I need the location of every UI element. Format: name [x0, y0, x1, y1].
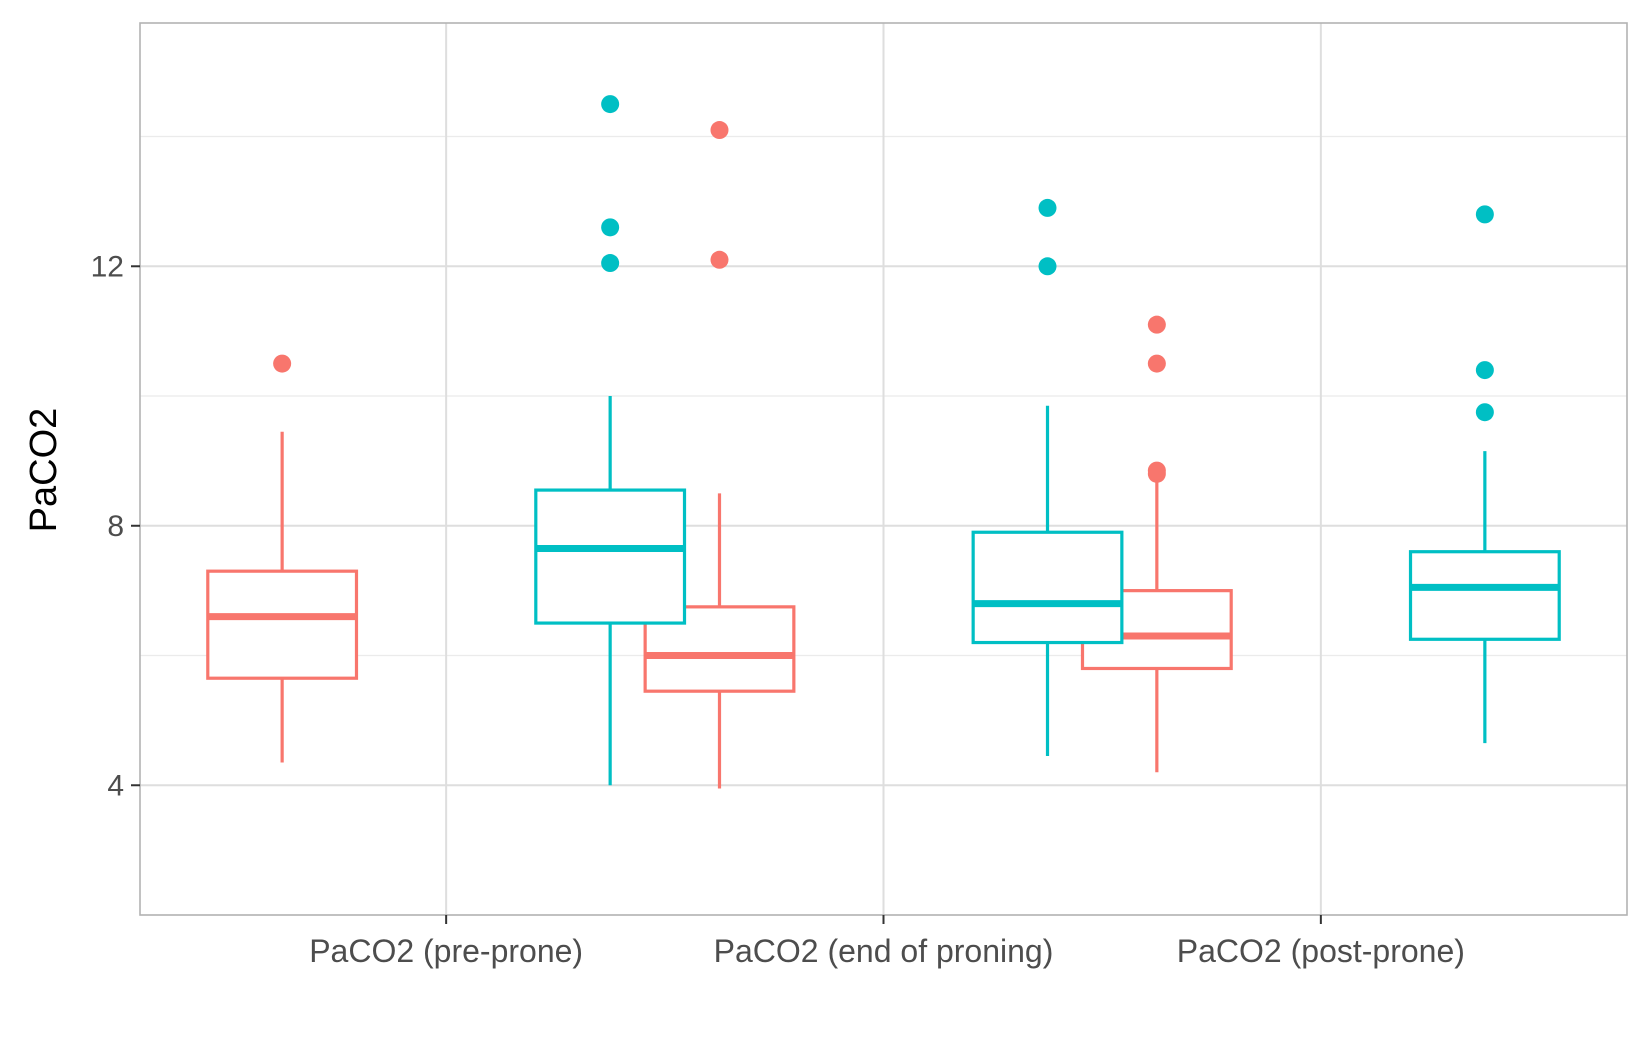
box-group [971, 198, 1124, 757]
box [206, 569, 359, 680]
x-tick-label: PaCO2 (post-prone) [1177, 933, 1465, 969]
x-tick-label: PaCO2 (pre-prone) [309, 933, 583, 969]
x-tick-label: PaCO2 (end of proning) [714, 933, 1054, 969]
outlier-point [601, 254, 620, 273]
outlier-point [1147, 315, 1166, 334]
outlier-point [710, 250, 729, 269]
box-group [206, 354, 359, 763]
box-group [643, 121, 796, 789]
outlier-point [1475, 205, 1494, 224]
outlier-point [1475, 361, 1494, 380]
outlier-point [1147, 461, 1166, 480]
grid [140, 23, 1627, 916]
axes: 4 8 12 PaCO2 (pre-prone) PaCO2 (end of proni… [91, 250, 1465, 969]
box-group [534, 95, 687, 786]
outlier-point [1038, 257, 1057, 276]
box-group [1408, 205, 1561, 744]
box [1408, 550, 1561, 641]
outlier-point [601, 218, 620, 237]
outlier-point [1475, 403, 1494, 422]
outlier-point [273, 354, 292, 373]
outlier-point [1147, 354, 1166, 373]
outlier-point [1038, 198, 1057, 217]
outlier-point [601, 95, 620, 114]
y-tick-label: 8 [107, 510, 124, 543]
box [971, 530, 1124, 645]
box [534, 488, 687, 625]
y-axis-title: PaCO2 [23, 408, 65, 533]
y-tick-label: 4 [107, 769, 124, 802]
y-tick-label: 12 [91, 250, 124, 283]
plot-marks [206, 95, 1561, 789]
outlier-point [710, 121, 729, 140]
